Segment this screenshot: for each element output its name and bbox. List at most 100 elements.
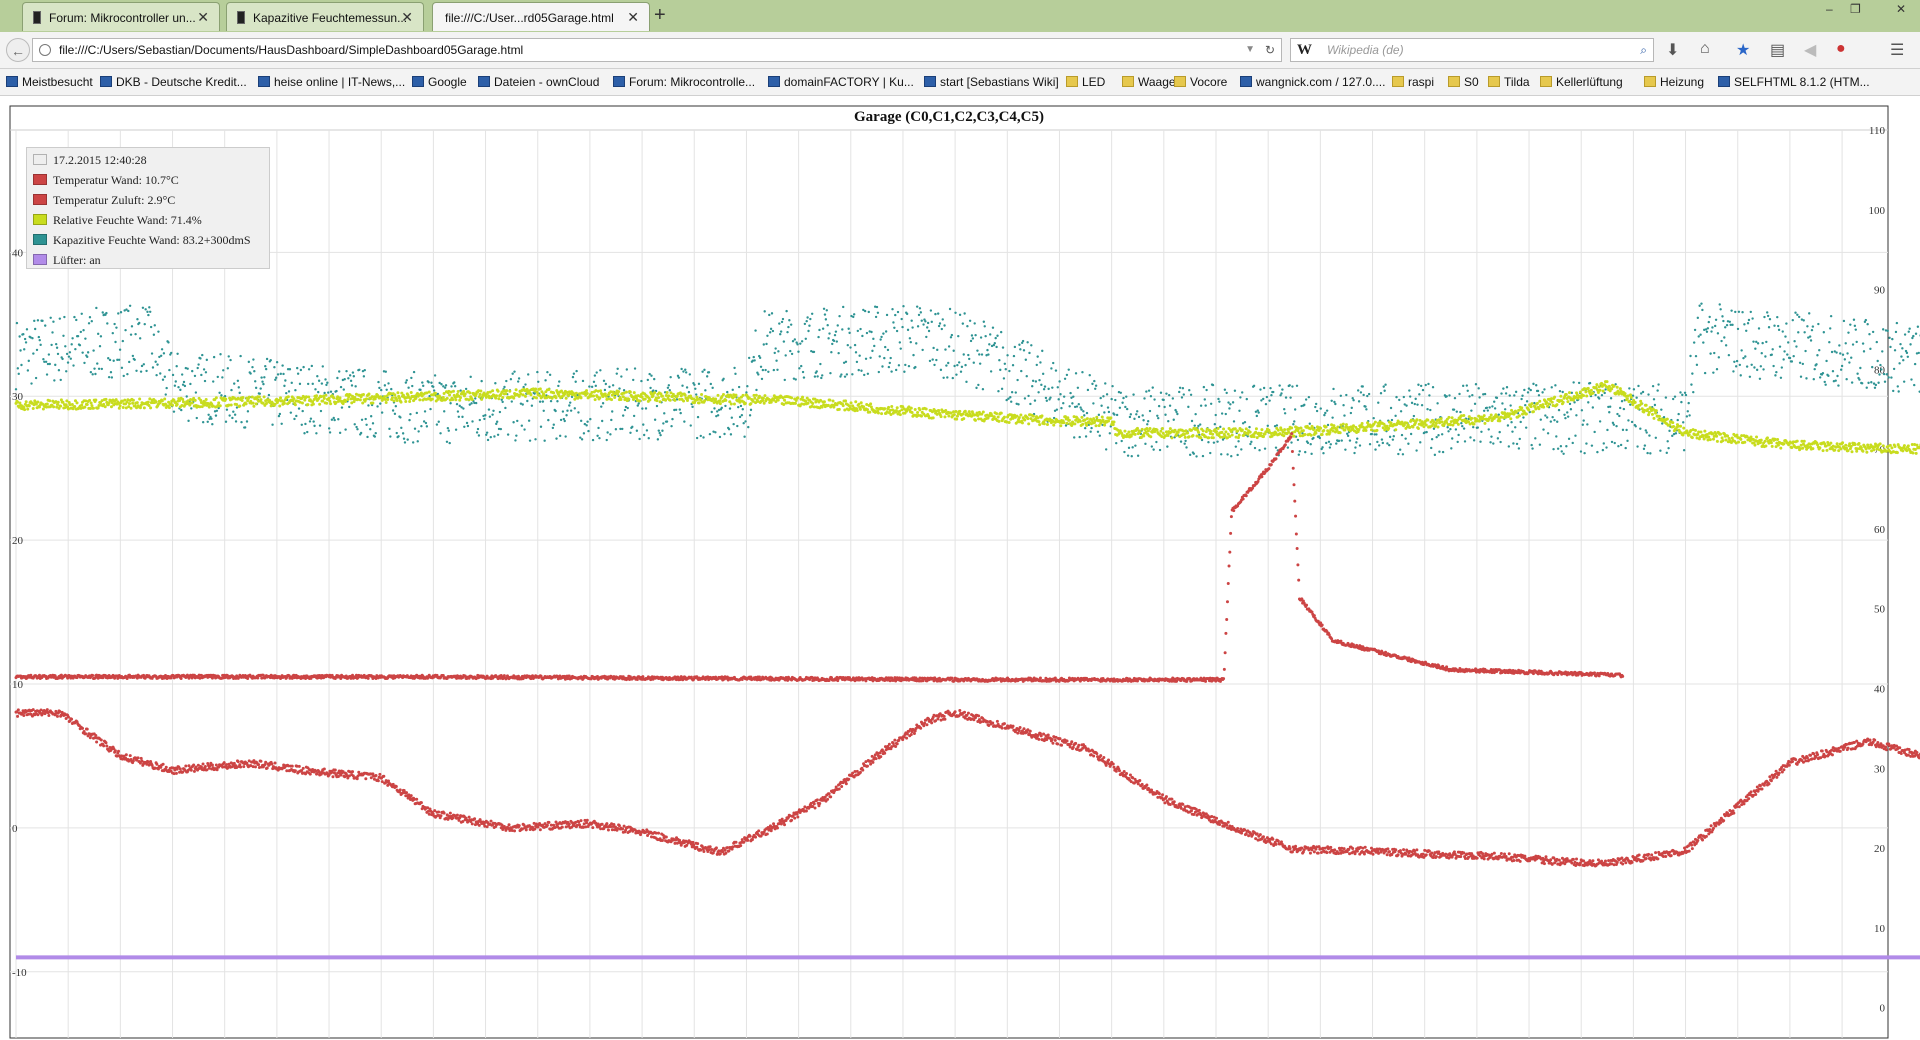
data-point xyxy=(1694,354,1698,358)
back-button[interactable]: ← xyxy=(6,38,30,62)
data-point xyxy=(1178,386,1182,389)
data-point xyxy=(1219,425,1222,429)
bookmark-item[interactable]: Vocore xyxy=(1174,75,1227,89)
tab-kapazitive[interactable]: Kapazitive Feuchtemessun... ✕ xyxy=(226,2,424,31)
data-point xyxy=(1056,386,1059,389)
bookmark-item[interactable]: raspi xyxy=(1392,75,1434,89)
wikipedia-icon[interactable]: W xyxy=(1297,42,1312,58)
data-point xyxy=(1114,398,1117,402)
data-point xyxy=(1319,426,1323,430)
data-point xyxy=(127,309,130,313)
data-point xyxy=(1735,359,1739,363)
data-point xyxy=(306,382,310,386)
data-point xyxy=(110,376,114,379)
data-point xyxy=(1148,426,1152,430)
bookmark-item[interactable]: Google xyxy=(412,75,467,89)
data-point xyxy=(720,406,723,410)
data-point xyxy=(1618,414,1621,418)
data-point xyxy=(1493,400,1496,403)
url-bar[interactable]: file:///C:/Users/Sebastian/Documents/Hau… xyxy=(32,38,1282,62)
data-point xyxy=(1907,330,1910,333)
data-point xyxy=(642,423,645,426)
data-point xyxy=(751,359,755,362)
data-point xyxy=(862,308,865,312)
data-point xyxy=(933,363,936,367)
data-point xyxy=(1045,423,1049,427)
bookmark-item[interactable]: Dateien - ownCloud xyxy=(478,75,599,89)
data-point xyxy=(142,406,146,410)
data-point xyxy=(91,406,95,410)
data-point xyxy=(1532,382,1535,386)
data-point xyxy=(678,408,681,411)
download-icon[interactable]: ⬇ xyxy=(1666,42,1680,59)
minimize-button[interactable]: – xyxy=(1826,2,1833,16)
bookmark-item[interactable]: LED xyxy=(1066,75,1105,89)
data-point xyxy=(1509,404,1512,407)
bookmark-item[interactable]: Meistbesucht xyxy=(6,75,93,89)
bookmark-star-icon[interactable]: ★ xyxy=(1736,42,1751,59)
data-point xyxy=(1315,409,1319,413)
data-point xyxy=(653,377,656,381)
data-point xyxy=(837,407,841,411)
reload-icon[interactable]: ↻ xyxy=(1264,43,1275,57)
data-point xyxy=(1845,378,1848,381)
close-icon[interactable]: ✕ xyxy=(401,9,413,25)
tab-forum[interactable]: Forum: Mikrocontroller un... ✕ xyxy=(22,2,220,31)
search-icon[interactable]: ⌕ xyxy=(1640,43,1647,57)
bookmark-item[interactable]: SELFHTML 8.1.2 (HTM... xyxy=(1718,75,1870,89)
close-window-button[interactable]: ✕ xyxy=(1896,2,1907,16)
data-point xyxy=(1587,401,1590,404)
data-point xyxy=(1183,442,1186,445)
data-point xyxy=(579,419,583,423)
search-bar[interactable]: W Wikipedia (de) ⌕ xyxy=(1290,38,1654,62)
bookmark-item[interactable]: Kellerlüftung xyxy=(1540,75,1623,89)
restore-button[interactable]: ❐ xyxy=(1850,2,1861,16)
data-point xyxy=(496,389,500,393)
bookmark-item[interactable]: Forum: Mikrocontrolle... xyxy=(613,75,755,89)
data-point xyxy=(123,398,127,402)
data-point xyxy=(840,373,843,376)
bookmark-item[interactable]: S0 xyxy=(1448,75,1479,89)
data-point xyxy=(1273,424,1277,428)
data-point xyxy=(1417,383,1420,386)
bookmark-item[interactable]: Waage xyxy=(1122,75,1176,89)
data-point xyxy=(324,393,328,397)
menu-icon[interactable]: ☰ xyxy=(1890,42,1905,59)
bookmark-item[interactable]: domainFACTORY | Ku... xyxy=(768,75,914,89)
data-point xyxy=(363,368,366,372)
data-point xyxy=(504,406,507,410)
close-icon[interactable]: ✕ xyxy=(197,9,209,25)
close-icon[interactable]: ✕ xyxy=(627,9,639,25)
data-point xyxy=(1842,319,1846,323)
data-point xyxy=(1128,415,1132,419)
data-point xyxy=(948,307,952,311)
data-point xyxy=(1489,441,1492,444)
data-point xyxy=(165,386,168,390)
data-point xyxy=(945,364,948,367)
data-point xyxy=(916,410,920,414)
data-point xyxy=(808,324,811,327)
send-icon[interactable]: ◀ xyxy=(1804,42,1817,59)
adblock-icon[interactable]: ● xyxy=(1836,40,1846,57)
tab-active-file[interactable]: file:///C:/User...rd05Garage.html ✕ xyxy=(432,2,650,31)
data-point xyxy=(1652,398,1656,401)
new-tab-button[interactable]: + xyxy=(654,4,666,26)
data-point xyxy=(577,411,580,414)
data-point xyxy=(789,323,793,326)
dropdown-icon[interactable]: ▼ xyxy=(1245,44,1255,55)
data-point xyxy=(1889,345,1892,349)
bookmark-item[interactable]: start [Sebastians Wiki] xyxy=(924,75,1059,89)
data-point xyxy=(471,420,474,423)
data-point xyxy=(1343,428,1347,432)
bookmark-item[interactable]: Tilda xyxy=(1488,75,1530,89)
bookmark-item[interactable]: Heizung xyxy=(1644,75,1704,89)
data-point xyxy=(75,401,79,405)
bookmark-item[interactable]: heise online | IT-News,... xyxy=(258,75,405,89)
data-point xyxy=(283,384,286,388)
data-point xyxy=(1281,388,1284,391)
library-icon[interactable]: ▤ xyxy=(1770,42,1786,59)
bookmark-item[interactable]: wangnick.com / 127.0.... xyxy=(1240,75,1385,89)
data-point xyxy=(561,410,565,413)
home-icon[interactable]: ⌂ xyxy=(1700,40,1710,57)
bookmark-item[interactable]: DKB - Deutsche Kredit... xyxy=(100,75,247,89)
